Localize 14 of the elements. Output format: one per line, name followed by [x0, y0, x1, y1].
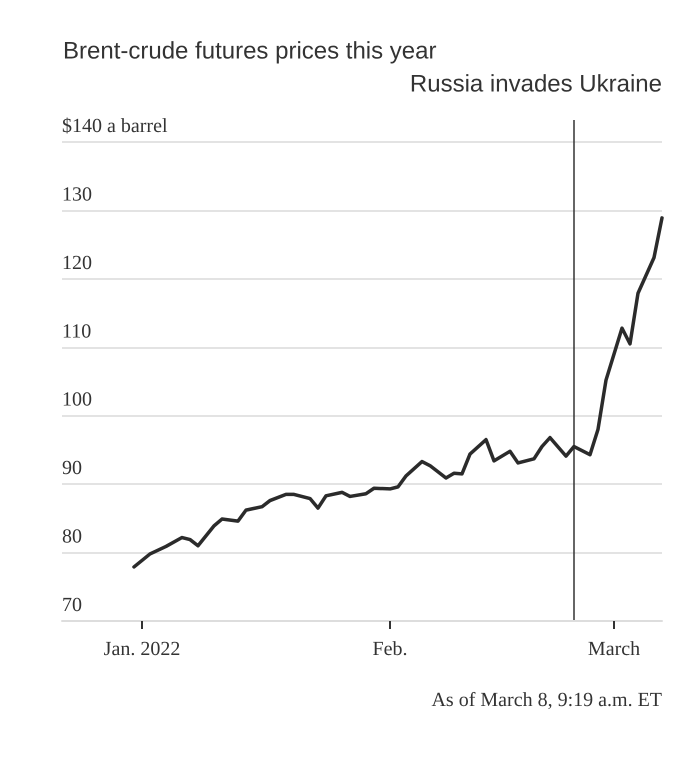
y-tick-label: 130 — [62, 183, 92, 206]
y-tick-label: 120 — [62, 252, 92, 274]
x-tick-label: Feb. — [372, 638, 408, 660]
text: As of March 8, 9:19 a.m. ET — [431, 689, 662, 711]
y-tick-label: 90 — [62, 457, 82, 480]
y-tick-label: 100 — [62, 388, 92, 411]
ref-line-label: Russia invades Ukraine — [410, 70, 662, 98]
y-tick-label: 110 — [62, 320, 92, 342]
y-tick-label: $140 a barrel — [62, 115, 168, 137]
chart-title: Brent-crude futures prices this year — [63, 38, 436, 64]
y-tick-label: 80 — [62, 526, 82, 548]
y-tick-label: 70 — [62, 594, 82, 616]
x-tick-label: March — [588, 638, 640, 660]
x-tick-label: Jan. 2022 — [104, 638, 180, 660]
